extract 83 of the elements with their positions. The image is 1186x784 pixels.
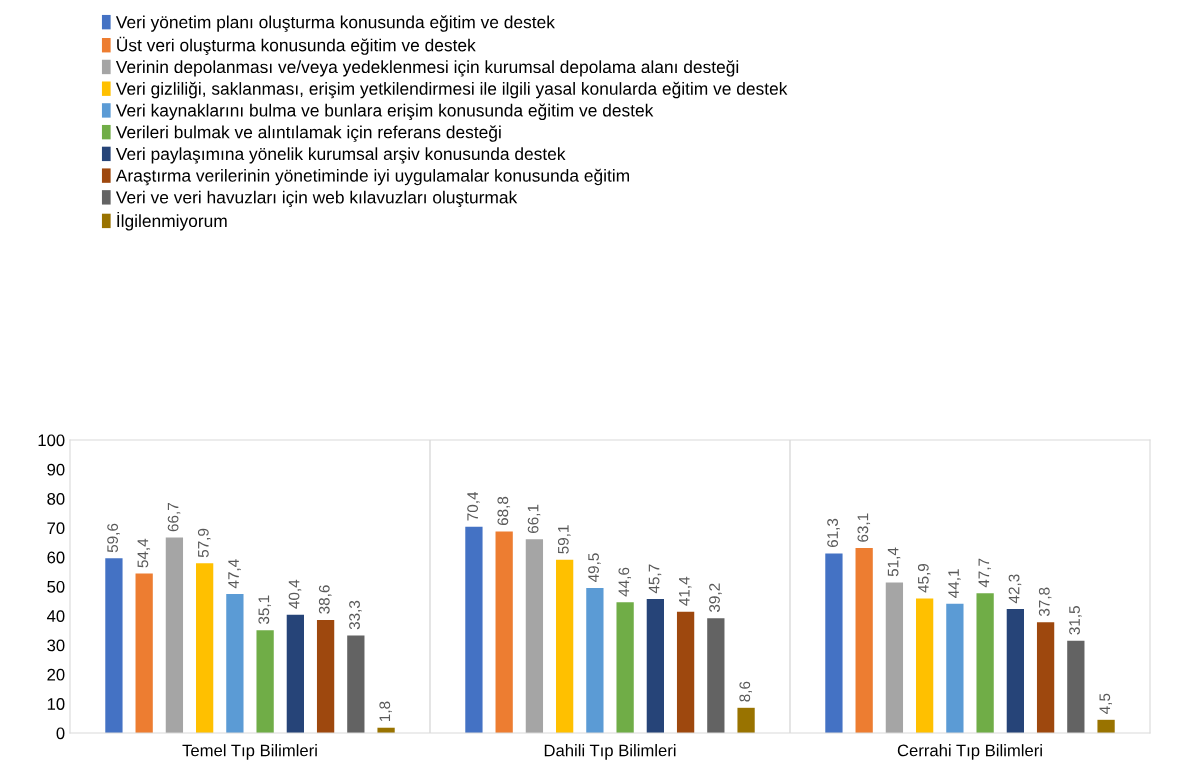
bar bbox=[556, 559, 574, 733]
data-label: 40,4 bbox=[288, 579, 302, 609]
bar bbox=[707, 618, 725, 733]
y-tick-label: 20 bbox=[47, 668, 65, 681]
data-label: 66,7 bbox=[167, 503, 181, 532]
legend-label: Veri paylaşımına yönelik kurumsal arşiv konusunda destek bbox=[115, 147, 566, 164]
bar bbox=[1067, 640, 1085, 733]
bar bbox=[105, 558, 123, 733]
x-tick-label: Dahili Tıp Bilimleri bbox=[544, 744, 676, 760]
data-label: 8,6 bbox=[739, 681, 752, 702]
data-label: 68,8 bbox=[497, 496, 511, 526]
y-tick-label: 0 bbox=[56, 727, 65, 740]
bar bbox=[646, 599, 664, 733]
x-tick-label: Temel Tıp Bilimleri bbox=[182, 744, 317, 760]
legend-label: Üst veri oluşturma konusunda eğitim ve destek bbox=[117, 36, 476, 55]
bar bbox=[737, 707, 755, 733]
data-label: 31,5 bbox=[1069, 606, 1082, 635]
data-label: 39,2 bbox=[709, 583, 722, 613]
data-label: 47,4 bbox=[228, 559, 241, 589]
legend-label: Verinin depolanması ve/veya yedeklenmesi için kurumsal depolama alanı desteği bbox=[115, 60, 739, 77]
data-label: 44,1 bbox=[948, 569, 961, 598]
data-label: 59,6 bbox=[107, 523, 120, 553]
bar bbox=[885, 582, 904, 733]
data-label: 61,3 bbox=[827, 518, 840, 548]
y-tick-label: 100 bbox=[38, 434, 65, 447]
data-label: 57,9 bbox=[197, 528, 211, 558]
data-label: 49,5 bbox=[588, 553, 601, 583]
bar bbox=[1006, 609, 1024, 733]
bar bbox=[616, 602, 634, 733]
legend-label: Veri kaynaklarını bulma ve bunlara erişim konusunda eğitim ve destek bbox=[115, 103, 654, 121]
data-label: 51,4 bbox=[887, 547, 901, 577]
bar bbox=[825, 553, 843, 733]
bar bbox=[495, 531, 513, 733]
bar bbox=[1097, 719, 1115, 733]
data-label: 42,3 bbox=[1008, 574, 1022, 604]
bar bbox=[586, 587, 604, 733]
data-label: 47,7 bbox=[978, 558, 992, 588]
data-label: 66,1 bbox=[527, 504, 541, 533]
x-tick-label: Cerrahi Tıp Bilimleri bbox=[897, 744, 1042, 760]
bar bbox=[855, 548, 873, 733]
legend-label: Veri ve veri havuzları için web kılavuzları oluşturmak bbox=[115, 190, 518, 208]
legend-label: Verileri bulmak ve alıntılamak için referans desteği bbox=[115, 125, 501, 142]
data-label: 37,8 bbox=[1038, 587, 1052, 617]
data-label: 45,7 bbox=[648, 564, 662, 594]
bar bbox=[976, 593, 994, 733]
y-tick-label: 70 bbox=[47, 522, 65, 535]
legend-label: Veri yönetim planı oluşturma konusunda eğitim ve destek bbox=[115, 15, 555, 32]
y-tick-label: 40 bbox=[46, 610, 65, 622]
data-label: 38,6 bbox=[318, 585, 332, 614]
data-label: 4,5 bbox=[1099, 693, 1112, 714]
bar bbox=[347, 635, 365, 733]
data-label: 44,6 bbox=[618, 567, 632, 597]
data-label: 54,4 bbox=[137, 538, 151, 568]
y-tick-label: 60 bbox=[47, 551, 65, 564]
y-tick-label: 30 bbox=[47, 639, 65, 652]
bar bbox=[196, 563, 214, 733]
data-label: 1,8 bbox=[379, 701, 392, 722]
bar bbox=[165, 537, 184, 733]
bar bbox=[316, 619, 335, 733]
bar bbox=[256, 630, 274, 733]
legend-label: Veri gizliliği, saklanması, erişim yetkilendirmesi ile ilgili yasal konularda eğitim ve destek bbox=[115, 81, 788, 99]
bar bbox=[226, 594, 244, 733]
bar bbox=[135, 573, 153, 733]
bar bbox=[286, 614, 304, 733]
data-label: 33,3 bbox=[349, 600, 362, 630]
legend-label: İlgilenmiyorum bbox=[117, 211, 227, 231]
bar bbox=[465, 526, 483, 733]
y-tick-label: 50 bbox=[47, 580, 65, 593]
bar bbox=[676, 611, 695, 733]
data-label: 45,9 bbox=[917, 563, 931, 593]
bar bbox=[946, 603, 964, 733]
data-label: 59,1 bbox=[557, 525, 571, 554]
data-label: 41,4 bbox=[679, 576, 692, 606]
data-label: 63,1 bbox=[857, 513, 871, 542]
y-tick-label: 10 bbox=[47, 698, 65, 710]
data-label: 35,1 bbox=[258, 595, 272, 625]
bar bbox=[1036, 622, 1055, 733]
y-tick-label: 80 bbox=[47, 493, 65, 505]
bar bbox=[916, 598, 934, 733]
y-tick-label: 90 bbox=[47, 463, 65, 476]
legend-label: Araştırma verilerinin yönetiminde iyi uygulamalar konusunda eğitim bbox=[115, 168, 629, 186]
bar bbox=[525, 539, 544, 733]
data-label: 70,4 bbox=[467, 491, 480, 521]
